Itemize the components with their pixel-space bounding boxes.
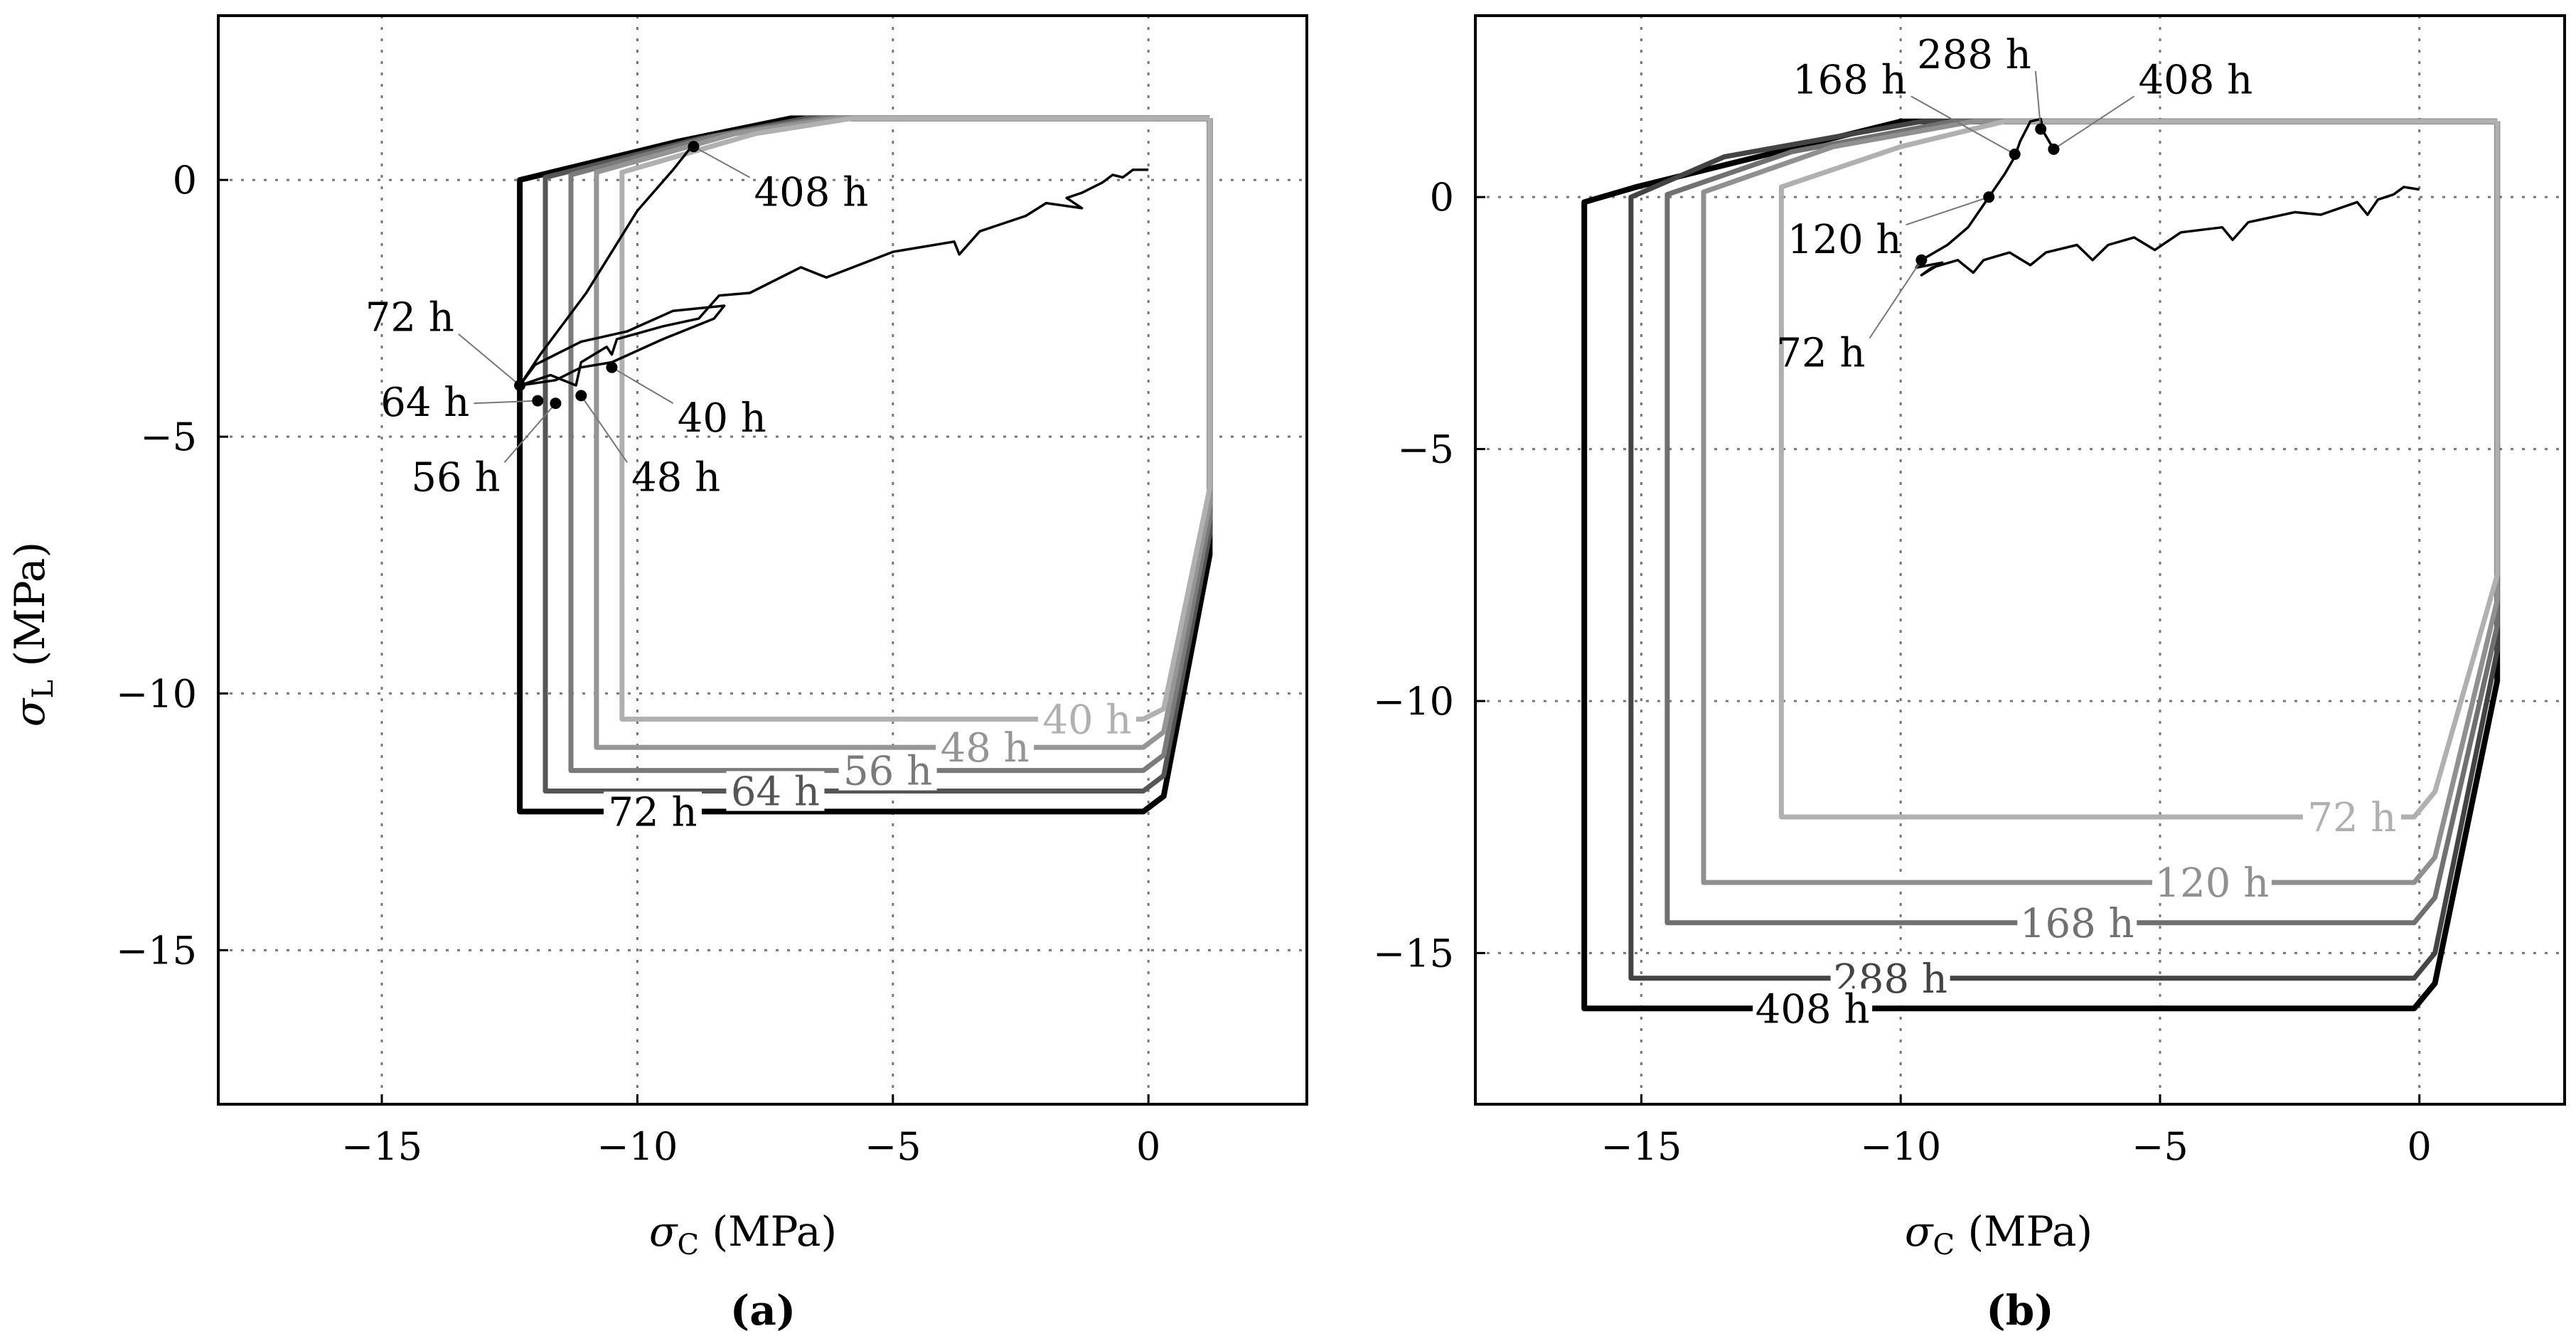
path-point xyxy=(2009,148,2021,160)
envelope-label: 168 h xyxy=(2020,901,2134,947)
leader-line xyxy=(693,146,751,178)
envelope-168h xyxy=(1664,119,2500,926)
panel-b-xlabel: σC (MPa) xyxy=(1905,1207,2093,1261)
envelope-label-bg xyxy=(2302,796,2401,837)
panel-a-ylabel: σL (MPa) xyxy=(6,542,60,727)
leader-line xyxy=(611,366,674,405)
plot-frame xyxy=(217,14,1308,1106)
envelope-label: 120 h xyxy=(2155,860,2270,907)
point-label: 288 h xyxy=(1917,32,2031,78)
leader-line xyxy=(580,395,628,463)
x-tick-label: −15 xyxy=(341,1124,422,1169)
path-point xyxy=(550,397,562,410)
y-tick-label: −5 xyxy=(1397,427,1454,472)
point-label: 72 h xyxy=(1776,331,1865,377)
point-label: 168 h xyxy=(1792,57,1907,103)
plot-frame xyxy=(1474,14,2566,1106)
envelope-label: 40 h xyxy=(1042,697,1131,743)
path-point xyxy=(2048,143,2060,155)
envelope-40h xyxy=(619,115,1212,722)
envelope-label-bg xyxy=(936,727,1035,768)
envelope-120h xyxy=(1701,119,2500,885)
x-tick-label: −5 xyxy=(2132,1124,2188,1169)
point-label: 120 h xyxy=(1787,217,1902,263)
y-tick-label: 0 xyxy=(173,158,197,203)
leader-line xyxy=(458,333,520,386)
envelope-label-bg xyxy=(2152,862,2272,903)
envelope-48h xyxy=(594,115,1212,750)
envelope-408h xyxy=(1581,118,2501,1012)
y-tick-label: 0 xyxy=(1430,175,1454,220)
point-label: 72 h xyxy=(365,295,454,341)
envelope-56h xyxy=(568,115,1212,774)
envelope-label-bg xyxy=(1037,699,1136,739)
envelope-288h xyxy=(1628,119,2500,981)
envelope-label-bg xyxy=(726,771,825,811)
path-point xyxy=(1983,191,1995,203)
envelope-label: 64 h xyxy=(731,769,820,815)
path-point xyxy=(1915,254,1928,266)
point-label: 48 h xyxy=(631,454,720,501)
envelope-label: 408 h xyxy=(1755,986,1870,1032)
y-tick-label: −10 xyxy=(116,671,197,716)
path-point xyxy=(606,361,618,373)
x-tick-label: −5 xyxy=(865,1124,921,1169)
point-label: 40 h xyxy=(678,395,766,442)
y-tick-label: −15 xyxy=(116,928,197,973)
leader-line xyxy=(503,402,557,463)
envelope-label-bg xyxy=(838,750,937,791)
y-tick-label: −5 xyxy=(140,415,197,459)
leader-line xyxy=(1910,95,2016,155)
envelope-label-bg xyxy=(2017,902,2137,943)
path-point xyxy=(2035,123,2047,135)
point-label: 64 h xyxy=(380,380,469,426)
envelope-label: 72 h xyxy=(608,789,697,835)
point-label: 408 h xyxy=(2138,57,2252,103)
x-tick-label: 0 xyxy=(1136,1124,1160,1169)
envelope-label: 72 h xyxy=(2307,795,2396,841)
panel-b-caption: (b) xyxy=(1986,1286,2053,1335)
envelope-label: 48 h xyxy=(941,725,1030,771)
y-tick-label: −10 xyxy=(1373,679,1454,724)
path-point xyxy=(575,390,587,402)
leader-line xyxy=(2034,70,2042,129)
point-label: 408 h xyxy=(754,169,869,215)
leader-line xyxy=(2053,95,2135,150)
path-point xyxy=(688,141,700,153)
leader-line xyxy=(474,400,538,405)
x-tick-label: −15 xyxy=(1600,1124,1682,1169)
x-tick-label: −10 xyxy=(1860,1124,1941,1169)
envelope-label-bg xyxy=(1753,988,1873,1029)
envelope-label: 56 h xyxy=(843,749,932,795)
envelope-label-bg xyxy=(603,791,702,832)
point-label: 56 h xyxy=(411,454,500,501)
y-tick-label: −15 xyxy=(1373,931,1454,976)
path-point xyxy=(532,395,544,407)
panel-a-caption: (a) xyxy=(730,1286,796,1335)
stress-path xyxy=(518,143,1149,387)
x-tick-label: −10 xyxy=(597,1124,678,1169)
path-point xyxy=(514,379,526,391)
x-tick-label: 0 xyxy=(2407,1124,2432,1169)
stress-path xyxy=(1915,117,2420,277)
leader-line xyxy=(1906,196,1989,226)
panel-a-xlabel: σC (MPa) xyxy=(649,1207,837,1261)
leader-line xyxy=(1869,260,1923,339)
